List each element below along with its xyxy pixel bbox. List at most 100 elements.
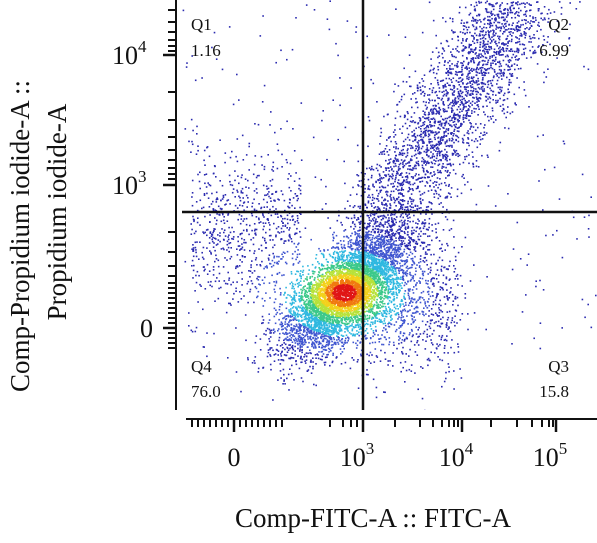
event-dot <box>268 340 271 343</box>
event-dot <box>256 264 258 266</box>
event-dot <box>475 26 478 29</box>
event-dot <box>485 328 487 331</box>
event-dot <box>437 259 439 262</box>
event-dot <box>468 100 470 102</box>
event-dot <box>475 57 477 59</box>
event-dot <box>347 237 350 239</box>
event-dot <box>428 102 430 104</box>
event-dot <box>213 332 215 335</box>
event-dot <box>236 138 239 140</box>
event-dot <box>517 28 520 31</box>
event-dot <box>421 320 424 323</box>
event-dot <box>301 349 303 351</box>
event-dot <box>486 49 488 51</box>
event-dot <box>488 3 491 6</box>
event-dot <box>461 54 464 57</box>
event-dot <box>453 87 455 89</box>
event-dot <box>424 129 427 132</box>
event-dot <box>530 25 533 27</box>
event-dot <box>450 133 453 135</box>
event-dot <box>291 204 293 207</box>
event-dot <box>353 228 355 230</box>
event-dot <box>374 222 377 224</box>
event-dot <box>326 356 328 358</box>
event-dot <box>462 83 464 85</box>
event-dot <box>487 51 489 53</box>
event-dot <box>424 161 427 163</box>
event-dot <box>465 83 468 85</box>
event-dot <box>437 222 440 225</box>
event-dot <box>452 116 454 119</box>
event-dot <box>421 310 423 313</box>
event-dot <box>378 153 381 155</box>
event-dot <box>295 339 297 341</box>
event-dot <box>503 23 506 25</box>
event-dot <box>454 98 456 101</box>
event-dot <box>392 170 395 173</box>
event-dot <box>494 18 496 20</box>
event-dot <box>360 242 362 245</box>
event-dot <box>462 173 464 176</box>
event-dot <box>296 256 299 258</box>
event-dot <box>466 132 469 134</box>
event-dot <box>562 140 565 143</box>
event-dot <box>477 166 480 168</box>
event-dot <box>442 48 445 50</box>
event-dot <box>407 304 410 307</box>
event-dot <box>280 238 283 240</box>
event-dot <box>364 173 366 175</box>
event-dot <box>288 357 290 360</box>
event-dot <box>374 220 377 222</box>
event-dot <box>421 273 424 275</box>
event-dot <box>542 209 544 211</box>
event-dot <box>360 185 363 188</box>
event-dot <box>478 53 480 55</box>
event-dot <box>476 146 479 149</box>
event-dot <box>417 148 420 151</box>
event-dot <box>299 348 301 351</box>
event-dot <box>240 215 243 217</box>
event-dot <box>419 301 422 304</box>
event-dot <box>197 173 199 176</box>
event-dot <box>376 240 378 242</box>
event-dot <box>472 40 474 43</box>
event-dot <box>420 366 422 368</box>
event-dot <box>424 114 427 116</box>
event-dot <box>399 215 402 218</box>
event-dot <box>442 274 445 277</box>
event-dot <box>389 136 391 138</box>
event-dot <box>398 174 401 176</box>
event-dot <box>310 352 312 355</box>
event-dot <box>442 102 444 105</box>
event-dot <box>213 230 215 232</box>
event-dot <box>488 31 490 34</box>
event-dot <box>436 314 438 316</box>
event-dot <box>389 238 392 241</box>
event-dot <box>462 82 464 84</box>
event-dot <box>536 1 539 3</box>
event-dot <box>414 139 416 142</box>
event-dot <box>472 81 475 83</box>
event-dot <box>366 206 368 209</box>
event-dot <box>386 221 388 223</box>
event-dot <box>332 99 334 101</box>
event-dot <box>429 147 432 150</box>
event-dot <box>386 236 389 238</box>
event-dot <box>430 83 432 85</box>
event-dot <box>447 169 449 172</box>
event-dot <box>515 11 518 13</box>
event-dot <box>209 231 212 233</box>
event-dot <box>431 239 433 242</box>
event-dot <box>484 60 486 62</box>
event-dot <box>467 90 470 92</box>
event-dot <box>435 231 437 234</box>
event-dot <box>366 233 369 236</box>
event-dot <box>498 38 501 41</box>
event-dot <box>439 109 442 111</box>
event-dot <box>276 311 279 314</box>
event-dot <box>454 324 456 327</box>
event-dot <box>464 47 466 50</box>
event-dot <box>454 315 456 317</box>
event-dot <box>410 340 413 343</box>
event-dot <box>529 27 531 29</box>
